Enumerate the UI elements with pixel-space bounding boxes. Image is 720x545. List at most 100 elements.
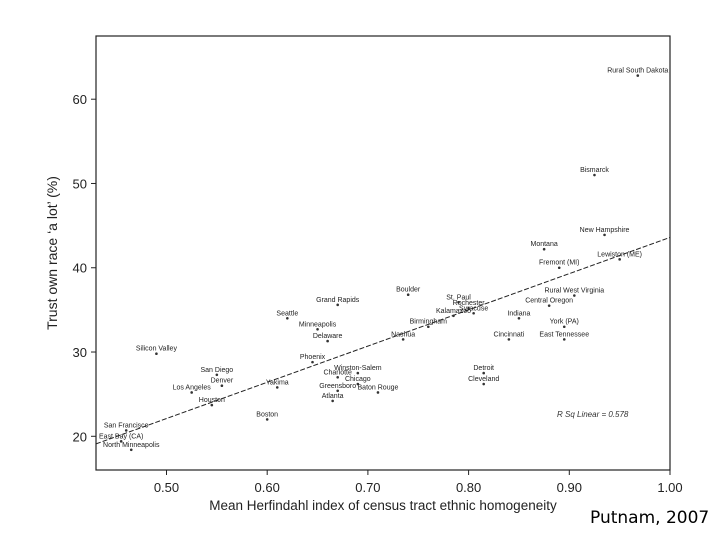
fit-line: [95, 236, 671, 445]
point-label: Indiana: [507, 310, 530, 317]
point-label: Rochester: [453, 300, 486, 307]
x-tick-label: 0.70: [355, 480, 380, 495]
r-squared-annotation: R Sq Linear = 0.578: [557, 410, 629, 419]
axis-ticks: 0.50 0.60 0.70 0.80 0.90 1.00 20 30 40 50 60: [73, 92, 683, 495]
x-axis-label: Mean Herfindahl index of census tract et…: [209, 498, 557, 513]
point-label: San Francisco: [104, 422, 149, 429]
data-point: [356, 382, 360, 386]
point-label: Houston: [199, 397, 225, 404]
x-tick-label: 0.80: [456, 480, 481, 495]
point-label: Kalamazoo: [436, 308, 471, 315]
data-point: [427, 325, 430, 329]
point-label: Los Angeles: [173, 384, 212, 391]
citation-credit: Putnam, 2007: [590, 508, 710, 528]
data-point: [215, 373, 219, 377]
y-tick-label: 50: [73, 176, 87, 191]
point-label: Rural West Virginia: [545, 288, 605, 295]
data-point: [286, 317, 289, 320]
point-label: York (PA): [550, 319, 579, 326]
data-point: [376, 391, 380, 394]
data-point: [220, 384, 224, 388]
point-label: Detroit: [473, 365, 494, 372]
data-point: [562, 325, 566, 329]
data-point: [636, 74, 640, 77]
point-label: Nashua: [391, 331, 415, 338]
point-label: Greensboro: [319, 383, 356, 390]
point-label: Birmingham: [410, 319, 448, 326]
point-label: Lewiston (ME): [597, 251, 642, 258]
y-tick-label: 20: [73, 429, 87, 444]
point-label: Chicago: [345, 376, 371, 383]
data-point: [210, 403, 214, 407]
data-point: [573, 294, 576, 297]
data-point: [356, 371, 360, 375]
data-point: [311, 360, 314, 364]
data-point: [472, 311, 475, 315]
y-axis-label: Trust own race ‘a lot’ (%): [44, 176, 60, 330]
point-label: Silicon Valley: [136, 346, 178, 353]
data-point: [401, 338, 405, 341]
data-point: [155, 352, 158, 356]
point-label: Boston: [256, 411, 278, 418]
point-label: Montana: [530, 241, 557, 248]
point-label: Grand Rapids: [316, 297, 360, 304]
data-point: [482, 382, 486, 386]
x-tick-label: 0.90: [557, 480, 582, 495]
data-point: [507, 338, 511, 341]
point-label: East Bay (CA): [99, 433, 143, 440]
x-tick-label: 1.00: [657, 480, 682, 495]
point-label: Minneapolis: [299, 321, 337, 328]
data-point: [336, 303, 339, 307]
point-label: Atlanta: [322, 393, 344, 400]
data-point: [336, 376, 339, 379]
y-tick-label: 30: [73, 345, 87, 360]
y-tick-label: 40: [73, 261, 87, 276]
point-label: Charlotte: [323, 369, 352, 376]
data-point: [336, 389, 339, 393]
data-point: [542, 247, 546, 251]
data-point: [326, 339, 329, 343]
point-label: San Diego: [200, 367, 233, 374]
data-point: [331, 399, 334, 403]
data-point: [316, 327, 319, 331]
x-tick-label: 0.50: [154, 480, 179, 495]
data-point: [517, 317, 521, 320]
data-point: [618, 258, 621, 261]
data-point: [562, 338, 566, 341]
point-label: Rural South Dakota: [607, 68, 668, 75]
plot-frame: [95, 35, 671, 471]
point-label: Fremont (MI): [539, 260, 579, 267]
data-point: [593, 173, 596, 177]
point-label: Cincinnati: [494, 331, 525, 338]
data-point: [482, 371, 486, 375]
point-label: Cleveland: [468, 376, 499, 383]
point-label: Seattle: [276, 310, 298, 317]
point-label: Syracuse: [459, 305, 488, 312]
data-point: [457, 300, 460, 304]
data-points: Rural South Dakota Bismarck New Hampshire M…: [99, 68, 668, 452]
data-point: [119, 440, 123, 443]
data-point: [406, 293, 410, 297]
point-label: Yakima: [266, 379, 289, 386]
data-point: [452, 314, 455, 318]
point-label: Bismarck: [580, 167, 609, 174]
point-label: Baton Rouge: [358, 384, 399, 391]
data-point: [124, 429, 128, 432]
data-point: [547, 304, 551, 307]
point-label: Boulder: [396, 287, 421, 294]
point-label: East Tennessee: [539, 331, 589, 338]
data-point: [265, 418, 269, 421]
point-label: North Minneapolis: [103, 442, 160, 449]
point-label: Denver: [211, 378, 234, 385]
y-tick-label: 60: [73, 92, 87, 107]
point-label: Winston-Salem: [334, 365, 382, 372]
data-point: [557, 266, 561, 270]
x-tick-label: 0.60: [255, 480, 280, 495]
point-label: Delaware: [313, 333, 343, 340]
data-point: [275, 386, 279, 389]
data-point: [129, 448, 133, 452]
data-point: [467, 306, 470, 310]
point-label: Phoenix: [300, 354, 326, 361]
